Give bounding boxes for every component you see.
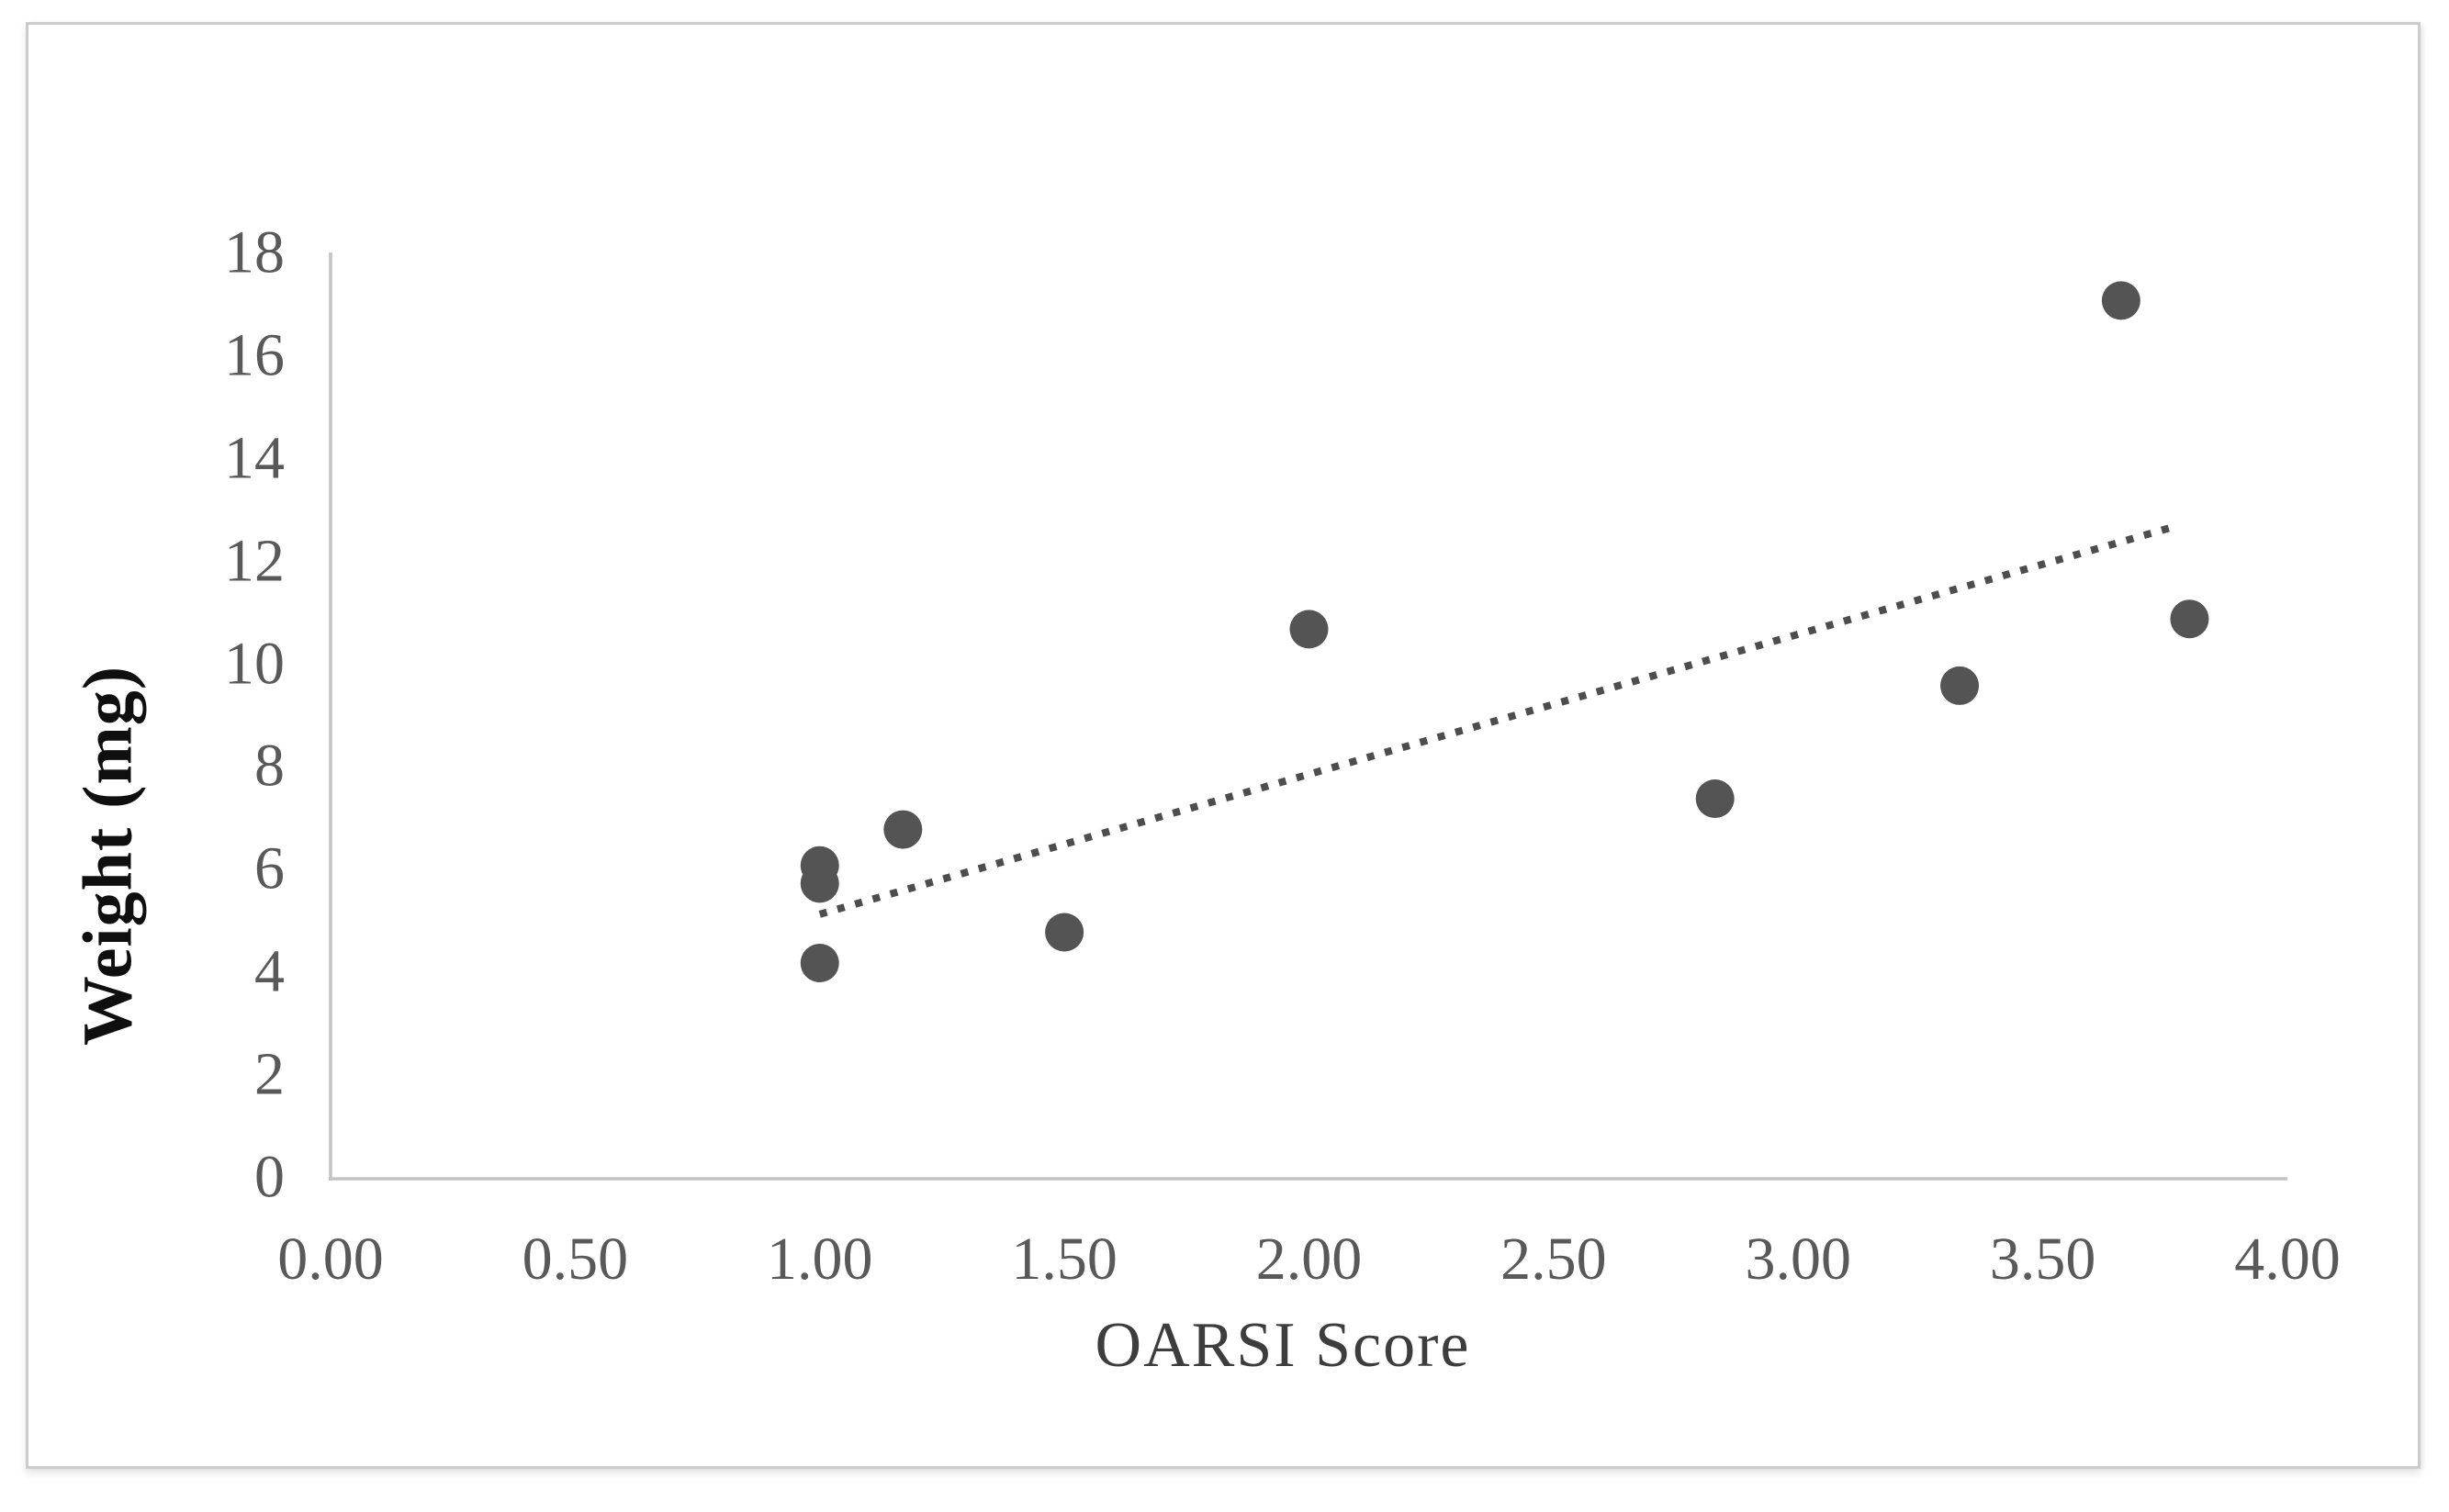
x-tick-label: 1.50 [1011,1226,1118,1293]
x-tick-label: 1.00 [767,1226,873,1293]
y-tick-label: 16 [224,321,285,389]
y-tick-label: 6 [254,835,285,903]
y-tick-label: 4 [254,937,285,1005]
data-point [1940,666,1980,705]
data-point [1695,779,1735,819]
y-tick-label: 18 [224,218,285,286]
x-tick-label: 2.50 [1500,1226,1607,1293]
x-tick-label: 3.50 [1989,1226,2096,1293]
data-point [2170,599,2209,639]
y-tick-label: 8 [254,733,285,801]
y-tick-label: 12 [224,527,285,595]
trendline [818,522,2176,918]
x-tick-label: 0.50 [522,1226,629,1293]
x-tick-label: 3.00 [1745,1226,1852,1293]
x-axis-title: OARSI Score [1095,1310,1471,1381]
y-tick-label: 10 [224,630,285,698]
y-tick-label: 2 [254,1040,285,1108]
x-tick-label: 0.00 [277,1226,384,1293]
y-axis-title: Weight (mg) [69,665,147,1047]
chart-frame [26,22,2421,1469]
data-point [2101,281,2140,320]
y-tick-label: 0 [254,1143,285,1211]
data-point [883,810,923,849]
data-point [800,944,839,983]
data-point [1289,610,1329,649]
data-point [800,864,839,903]
y-tick-label: 14 [224,424,285,492]
data-point [1045,913,1084,952]
x-tick-label: 4.00 [2234,1226,2341,1293]
x-tick-label: 2.00 [1255,1226,1363,1293]
